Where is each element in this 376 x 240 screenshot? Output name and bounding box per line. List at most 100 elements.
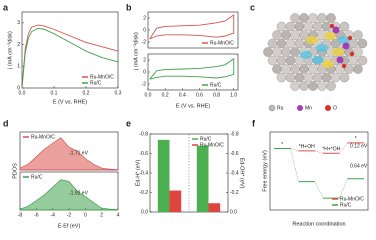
o-atom <box>349 51 355 57</box>
panel-label: c <box>250 2 255 12</box>
plot-frame <box>21 11 119 89</box>
atom <box>308 81 318 91</box>
x-axis-label: E-Ef (eV) <box>58 223 81 229</box>
atom <box>299 81 309 91</box>
atom <box>267 55 278 66</box>
atom <box>285 55 296 66</box>
atom <box>290 47 300 57</box>
orbital <box>322 60 334 68</box>
line <box>21 27 119 89</box>
y-tick-label: -2 <box>142 81 147 87</box>
atom <box>330 72 341 83</box>
connector <box>290 148 299 152</box>
line <box>149 14 235 40</box>
atom <box>272 30 282 40</box>
x-tick-label: 0.6 <box>196 92 203 98</box>
x-axis-label: E (V vs. RHE) <box>53 99 87 105</box>
x-tick-label: -4 <box>50 212 55 218</box>
connector <box>314 150 324 154</box>
plot-frame <box>269 131 369 211</box>
y-tick-label: 0.0 <box>141 209 148 215</box>
atom <box>281 64 291 74</box>
atom <box>294 21 305 32</box>
legend-label: Ru/C <box>340 202 352 208</box>
line <box>21 24 119 89</box>
mn-atom <box>342 42 350 50</box>
connector <box>339 178 348 199</box>
atom <box>290 13 300 23</box>
orbital <box>316 44 328 52</box>
orbital <box>300 51 312 59</box>
atom <box>285 38 296 49</box>
atom <box>290 81 300 91</box>
o-atom <box>341 63 347 69</box>
legend-label: Ru <box>277 105 284 111</box>
mn-atom <box>336 56 344 64</box>
atom <box>321 72 332 83</box>
atom <box>317 13 327 23</box>
atom <box>348 38 359 49</box>
orbital <box>324 32 336 40</box>
y-tick-label: 2 <box>17 42 20 48</box>
x-tick-label: 0.2 <box>83 90 90 96</box>
atom <box>339 21 350 32</box>
atom <box>281 30 291 40</box>
y-axis-label: Ed-H* (eV) <box>135 160 141 187</box>
atom <box>326 81 336 91</box>
state-label: * <box>355 136 357 142</box>
x-tick-label: 0.2 <box>162 92 169 98</box>
legend-label: Ru/C <box>90 80 102 86</box>
x-tick-label: 1.0 <box>230 92 237 98</box>
atom <box>326 13 336 23</box>
legend-swatch <box>325 105 331 111</box>
y-axis-label: PDOS <box>12 163 18 179</box>
y-tick-label: 3 <box>17 20 20 26</box>
legend-label: Ru/C <box>210 82 222 88</box>
panel-label: a <box>3 2 9 12</box>
legend-label: Ru/C <box>200 136 212 142</box>
legend-label: Ru-MnO/C <box>31 134 55 140</box>
state-label: * <box>281 142 283 148</box>
atom <box>294 72 305 83</box>
connector <box>290 148 299 182</box>
y-tick-label: 1 <box>17 64 20 70</box>
y-axis-label: j (mA cm⁻²disk) <box>133 32 139 71</box>
x-tick-label: 2 <box>100 212 103 218</box>
x-tick-label: 0 <box>84 212 87 218</box>
atom <box>285 72 296 83</box>
y-tick-label: -0.4 <box>139 170 148 176</box>
state-label: *H+*OH <box>322 147 340 153</box>
atom <box>263 47 273 57</box>
legend-label: Ru-MnO/C <box>200 142 224 148</box>
orbital <box>338 36 350 44</box>
atom <box>308 64 318 74</box>
atom <box>303 72 314 83</box>
y2-tick-label: -0.8 <box>230 131 239 137</box>
x-tick-label: 0.0 <box>19 90 26 96</box>
y-tick-label: 0 <box>17 85 20 91</box>
annotation: -1.92 eV <box>69 190 89 196</box>
atom <box>312 21 323 32</box>
y-tick-label: -0.8 <box>139 131 148 137</box>
y2-tick-label: -0.2 <box>230 190 239 196</box>
atom <box>303 21 314 32</box>
legend-label: Mn <box>305 105 312 111</box>
y2-tick-label: 0.0 <box>230 209 237 215</box>
atom <box>272 47 282 57</box>
atom <box>290 30 300 40</box>
orbital <box>306 36 318 44</box>
y-tick-label: 0 <box>143 27 146 33</box>
atom <box>281 47 291 57</box>
x-tick-label: 0.0 <box>145 92 152 98</box>
atom <box>353 30 363 40</box>
o-atom <box>329 23 335 29</box>
atom <box>348 55 359 66</box>
mn-atom <box>332 26 340 34</box>
x-axis-label: Reaction coordination <box>292 221 345 227</box>
legend-label: Ru-MnO/C <box>340 196 364 202</box>
bar <box>196 145 209 212</box>
legend-swatch <box>268 104 276 112</box>
area <box>19 179 119 211</box>
y-axis-label: j (mA cm⁻²disk) <box>7 31 13 70</box>
orbital <box>332 48 344 56</box>
